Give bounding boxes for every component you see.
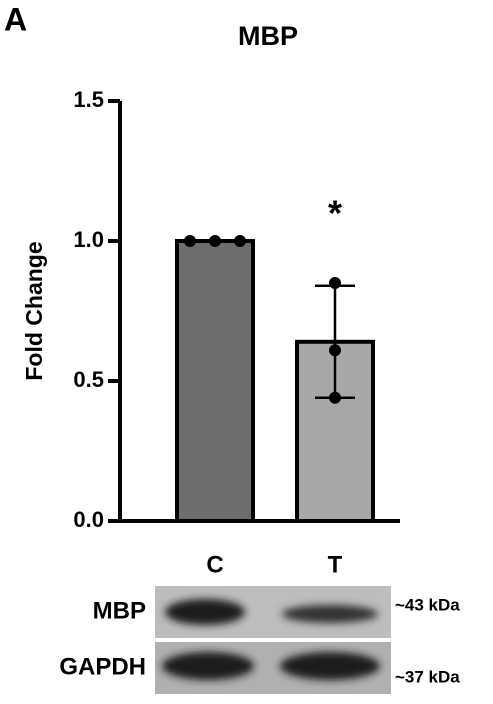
band: [280, 652, 380, 680]
bar: [175, 239, 255, 523]
data-point: [234, 235, 246, 247]
data-point: [209, 235, 221, 247]
data-point: [329, 277, 341, 289]
blot-size: ~43 kDa: [395, 595, 460, 614]
data-point: [184, 235, 196, 247]
data-point: [329, 344, 341, 357]
blot: [155, 586, 391, 694]
x-tick-label: T: [328, 551, 343, 578]
chart-title: MBP: [238, 21, 298, 51]
band: [165, 599, 245, 625]
blot-label: GAPDH: [59, 653, 146, 680]
blot-size: ~37 kDa: [395, 667, 460, 686]
y-tick-label: 0.0: [73, 507, 104, 532]
blot-label: MBP: [93, 597, 146, 624]
y-tick-label: 1.0: [73, 227, 104, 252]
y-tick-label: 0.5: [73, 367, 104, 392]
y-axis-label: Fold Change: [21, 241, 47, 380]
significance: *: [328, 192, 342, 233]
band: [162, 652, 254, 680]
panel-label: A: [4, 1, 27, 37]
data-point: [329, 391, 341, 404]
bar: [295, 339, 375, 523]
y-tick-label: 1.5: [73, 87, 104, 112]
x-tick-label: C: [206, 551, 223, 578]
band: [282, 605, 378, 623]
